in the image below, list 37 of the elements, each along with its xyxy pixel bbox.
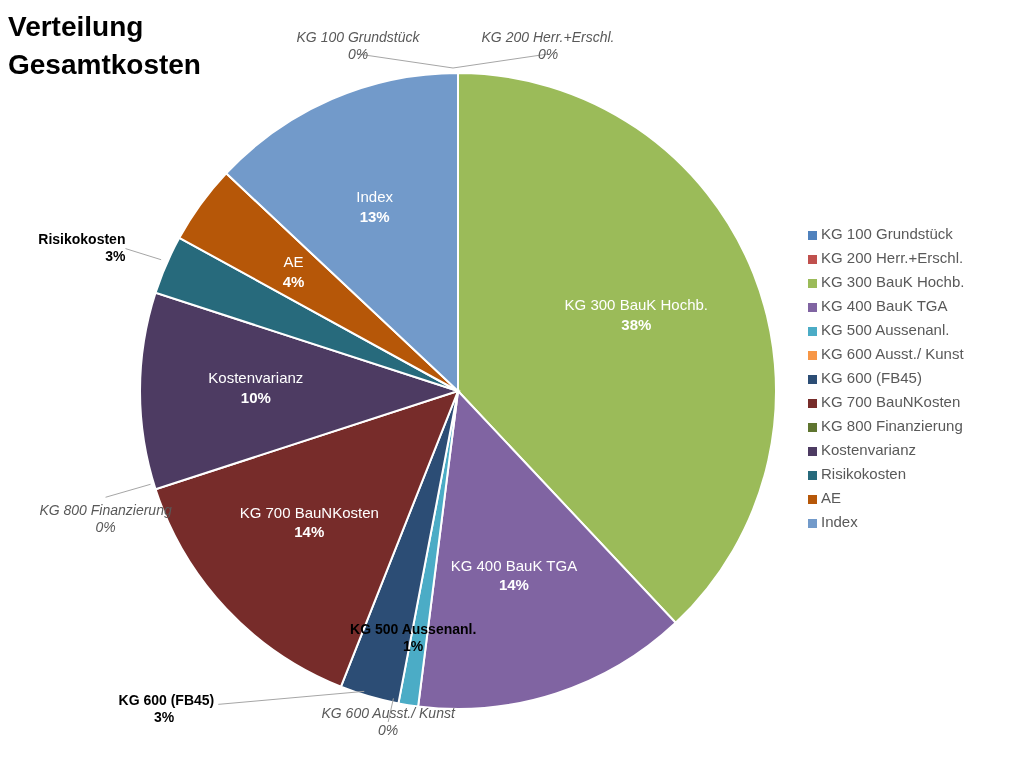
data-label: 3%: [105, 248, 127, 265]
data-label: 14%: [498, 576, 529, 594]
data-label: 4%: [282, 272, 305, 290]
text: 0%: [378, 721, 399, 738]
legend-label: AE: [821, 489, 842, 506]
legend-label: Risikokosten: [821, 465, 907, 482]
legend-label: KG 300 BauK Hochb.: [821, 273, 965, 290]
legend-label: KG 700 BauNKosten: [821, 393, 961, 410]
slice-label: KG 700 BauNKosten: [239, 503, 379, 521]
category-label: KG 600 Ausst./ Kunst: [321, 704, 455, 721]
legend-label: KG 100 Grundstück: [821, 225, 953, 242]
legend-label: KG 400 BauK TGA: [821, 297, 948, 314]
category-label: KG 100 Grundstück: [296, 28, 420, 45]
legend-label: KG 800 Finanzierung: [821, 417, 963, 434]
legend-label: KG 500 Aussenanl.: [821, 321, 950, 338]
slice-label: AE: [283, 253, 304, 271]
slice-label: KG 600 (FB45): [118, 692, 215, 709]
slice-label: Index: [356, 188, 394, 206]
data-label: 10%: [240, 388, 271, 406]
legend-label: Index: [821, 513, 858, 530]
legend-label: KG 600 (FB45): [821, 369, 922, 386]
legend-label: KG 200 Herr.+Erschl.: [821, 249, 964, 266]
slice-label: Kostenvarianz: [208, 369, 304, 386]
data-label: 13%: [359, 207, 390, 225]
text: 0%: [347, 45, 369, 62]
legend-label: KG 600 Ausst./ Kunst: [821, 345, 964, 362]
text: 0%: [95, 518, 116, 535]
slice-label: Risikokosten: [38, 231, 126, 248]
chart-title: Verteilung Gesamtkosten: [8, 10, 202, 82]
legend-label: Kostenvarianz: [821, 441, 917, 458]
slice-label: KG 400 BauK TGA: [450, 556, 578, 574]
data-label: 14%: [294, 523, 325, 541]
data-label: 38%: [621, 315, 652, 333]
slice-label: KG 300 BauK Hochb.: [564, 296, 709, 314]
category-label: KG 200 Herr.+Erschl.: [481, 28, 615, 45]
data-label: 3%: [154, 708, 175, 725]
text: 0%: [537, 45, 559, 62]
